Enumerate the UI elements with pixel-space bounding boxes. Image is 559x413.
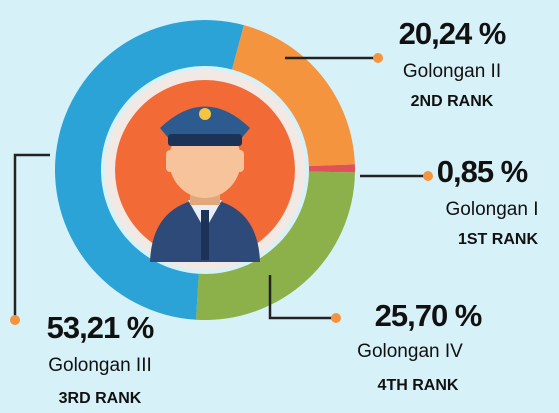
slice — [195, 171, 355, 320]
slice — [308, 164, 355, 173]
value-label: 25,70 % — [375, 298, 482, 333]
category-label: Golongan I — [446, 199, 539, 220]
category-label: Golongan IV — [357, 341, 463, 362]
value-label: 0,85 % — [437, 154, 528, 189]
rank-label: 2ND RANK — [411, 93, 494, 110]
category-label: Golongan III — [48, 355, 152, 376]
leaders — [10, 53, 433, 325]
rank-label: 3RD RANK — [59, 390, 142, 407]
police-icon — [150, 106, 260, 262]
value-label: 53,21 % — [47, 310, 154, 345]
value-label: 20,24 % — [399, 16, 506, 51]
donut — [55, 20, 355, 320]
category-label: Golongan II — [403, 61, 501, 82]
slice — [231, 25, 355, 167]
rank-label: 1ST RANK — [458, 231, 538, 248]
slice — [55, 20, 244, 320]
rank-label: 4TH RANK — [378, 377, 459, 394]
